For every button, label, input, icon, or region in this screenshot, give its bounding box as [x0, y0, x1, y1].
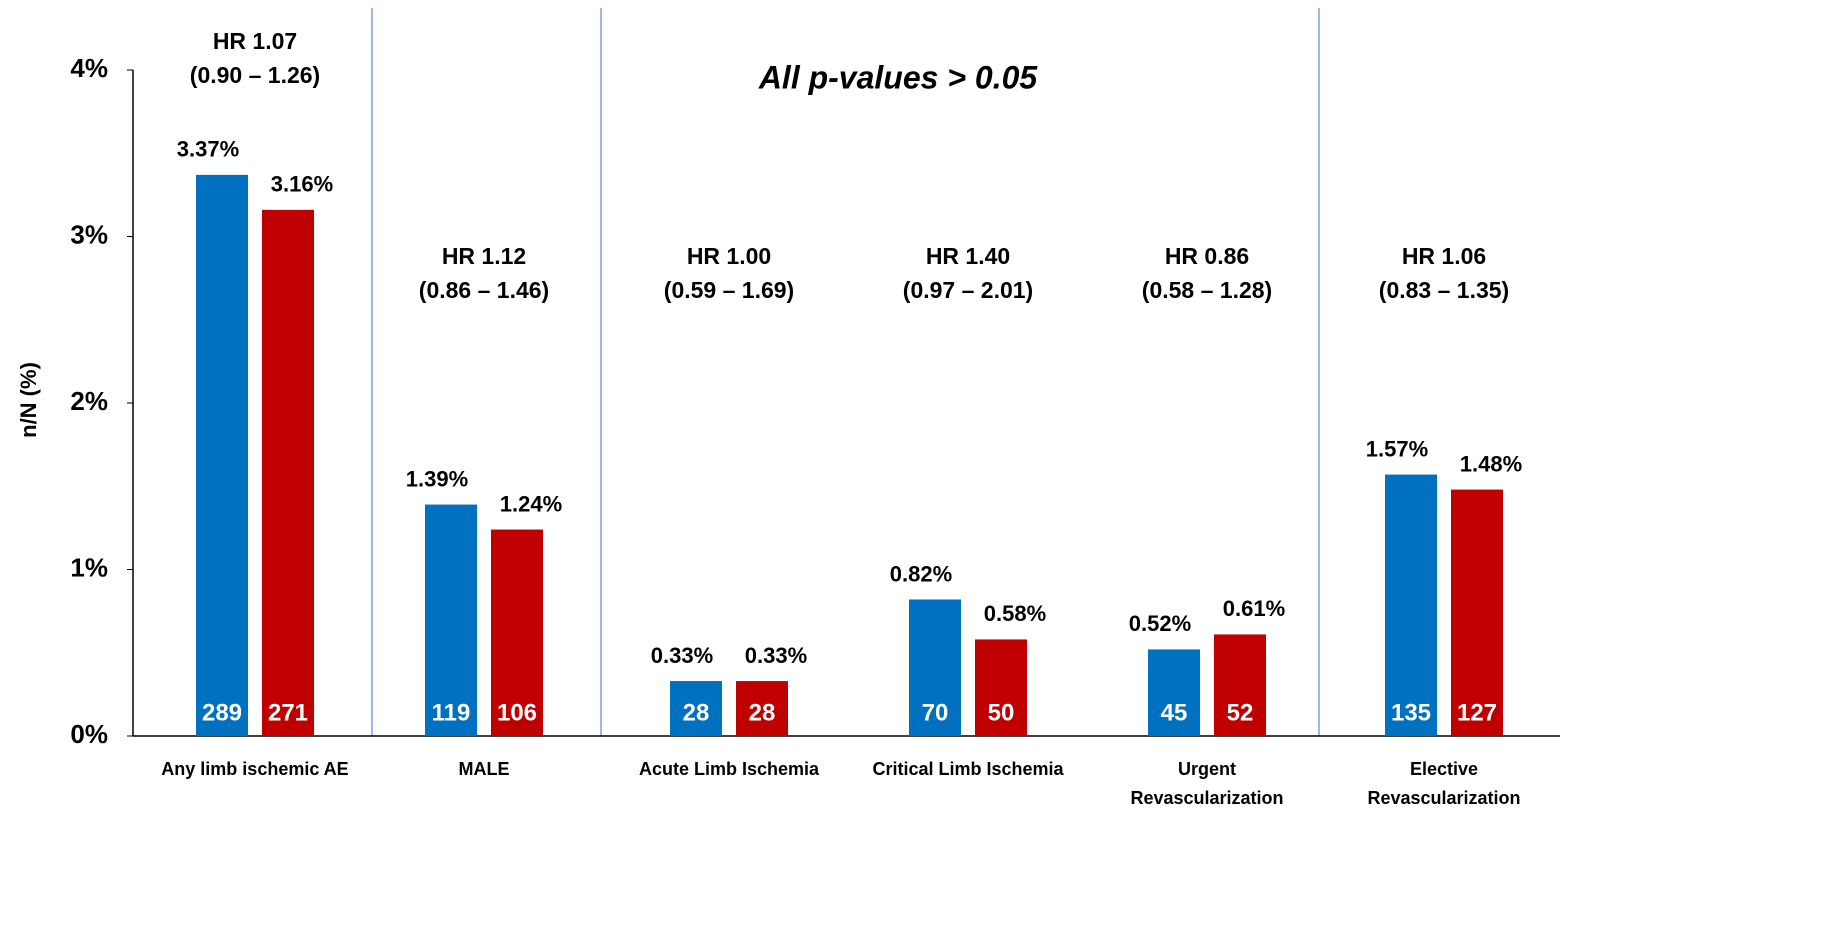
bar [909, 599, 961, 736]
y-tick-label: 0% [70, 719, 108, 749]
value-label: 0.52% [1129, 611, 1191, 636]
hazard-ratio: HR 1.06 [1402, 243, 1486, 269]
bar [736, 681, 788, 736]
bar [1385, 474, 1437, 736]
hazard-ratio: HR 1.00 [687, 243, 771, 269]
value-label: 3.16% [271, 172, 333, 197]
hazard-ratio: (0.83 – 1.35) [1379, 277, 1509, 303]
x-tick-label: Acute Limb Ischemia [639, 759, 820, 779]
x-tick-label: Urgent [1178, 759, 1236, 779]
value-label: 0.33% [745, 643, 807, 668]
hazard-ratio: (0.90 – 1.26) [190, 62, 320, 88]
value-label: 0.82% [890, 561, 952, 586]
bar [262, 209, 314, 737]
x-tick-label: MALE [459, 759, 510, 779]
count-label: 28 [749, 699, 776, 726]
hazard-ratio: HR 1.07 [213, 28, 297, 54]
count-label: 135 [1391, 699, 1431, 726]
count-label: 289 [202, 699, 242, 726]
count-label: 271 [268, 699, 308, 726]
hazard-ratio: (0.59 – 1.69) [664, 277, 794, 303]
count-label: 106 [497, 699, 537, 726]
bar [1451, 489, 1503, 736]
count-label: 52 [1227, 699, 1254, 726]
y-axis-label: n/N (%) [16, 362, 41, 438]
value-label: 1.48% [1460, 451, 1522, 476]
x-tick-label: Revascularization [1367, 788, 1520, 808]
hazard-ratio: (0.97 – 2.01) [903, 277, 1033, 303]
bar [196, 174, 248, 736]
bar [425, 504, 477, 736]
count-label: 70 [922, 699, 949, 726]
hazard-ratio: HR 0.86 [1165, 243, 1249, 269]
value-label: 0.33% [651, 643, 713, 668]
y-tick-label: 4% [70, 53, 108, 83]
bar [1214, 634, 1266, 736]
count-label: 45 [1161, 699, 1188, 726]
value-label: 3.37% [177, 137, 239, 162]
hazard-ratio: HR 1.40 [926, 243, 1010, 269]
count-label: 119 [432, 699, 471, 726]
bar [975, 639, 1027, 736]
bar [670, 681, 722, 736]
value-label: 1.57% [1366, 436, 1428, 461]
value-label: 1.24% [500, 491, 562, 516]
value-label: 0.58% [984, 601, 1046, 626]
y-tick-label: 3% [70, 219, 108, 249]
y-tick-label: 2% [70, 386, 108, 416]
hazard-ratio: (0.58 – 1.28) [1142, 277, 1272, 303]
x-tick-label: Critical Limb Ischemia [872, 759, 1064, 779]
annotation: All p-values > 0.05 [758, 59, 1039, 95]
x-tick-label: Any limb ischemic AE [161, 759, 348, 779]
hazard-ratio: (0.86 – 1.46) [419, 277, 549, 303]
x-tick-label: Revascularization [1130, 788, 1283, 808]
value-label: 0.61% [1223, 596, 1285, 621]
x-tick-label: Elective [1410, 759, 1478, 779]
y-tick-label: 1% [70, 552, 108, 582]
bar [1148, 649, 1200, 736]
value-label: 1.39% [406, 466, 468, 491]
count-label: 50 [988, 699, 1015, 726]
count-label: 28 [683, 699, 710, 726]
hazard-ratio: HR 1.12 [442, 243, 526, 269]
bar [491, 529, 543, 736]
count-label: 127 [1457, 699, 1497, 726]
